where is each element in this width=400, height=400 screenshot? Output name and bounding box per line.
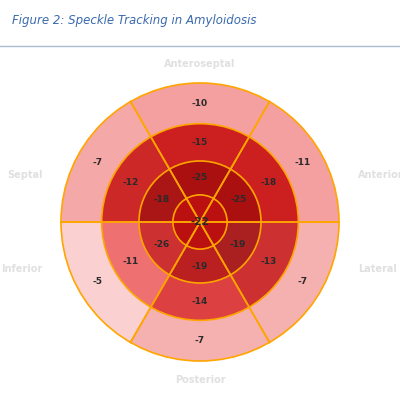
Text: Anteroseptal: Anteroseptal — [164, 59, 236, 69]
Text: -5: -5 — [92, 277, 102, 286]
Text: Figure 2: Speckle Tracking in Amyloidosis: Figure 2: Speckle Tracking in Amyloidosi… — [12, 14, 256, 27]
Wedge shape — [230, 222, 298, 307]
Text: -25: -25 — [192, 174, 208, 182]
Text: -19: -19 — [230, 240, 246, 248]
Text: Posterior: Posterior — [175, 375, 225, 385]
Wedge shape — [249, 222, 339, 342]
Wedge shape — [214, 169, 261, 222]
Text: -10: -10 — [192, 99, 208, 108]
Text: -14: -14 — [192, 297, 208, 306]
Wedge shape — [61, 102, 151, 222]
Wedge shape — [139, 169, 186, 222]
Text: Lateral: Lateral — [358, 264, 396, 274]
Text: -7: -7 — [195, 336, 205, 345]
Text: -11: -11 — [123, 257, 139, 266]
Text: -11: -11 — [295, 158, 311, 167]
Circle shape — [173, 195, 227, 249]
Text: -22: -22 — [191, 217, 209, 227]
Wedge shape — [214, 222, 261, 275]
Text: Inferior: Inferior — [1, 264, 42, 274]
Text: -26: -26 — [154, 240, 170, 248]
Text: -15: -15 — [192, 138, 208, 147]
Wedge shape — [102, 137, 170, 222]
Text: Septal: Septal — [7, 170, 42, 180]
Wedge shape — [102, 222, 170, 307]
Text: -7: -7 — [298, 277, 308, 286]
Text: -25: -25 — [230, 196, 246, 204]
Wedge shape — [249, 102, 339, 222]
Wedge shape — [170, 246, 230, 283]
Wedge shape — [130, 307, 270, 361]
Text: -7: -7 — [92, 158, 102, 167]
Text: -13: -13 — [261, 257, 277, 266]
Wedge shape — [170, 161, 230, 198]
Wedge shape — [230, 137, 298, 222]
Text: -18: -18 — [154, 196, 170, 204]
Text: Anterior: Anterior — [358, 170, 400, 180]
Text: -19: -19 — [192, 262, 208, 270]
Wedge shape — [151, 275, 249, 320]
Wedge shape — [151, 124, 249, 169]
Text: -18: -18 — [261, 178, 277, 187]
Wedge shape — [61, 222, 151, 342]
Wedge shape — [139, 222, 186, 275]
Text: -12: -12 — [123, 178, 139, 187]
Wedge shape — [130, 83, 270, 137]
